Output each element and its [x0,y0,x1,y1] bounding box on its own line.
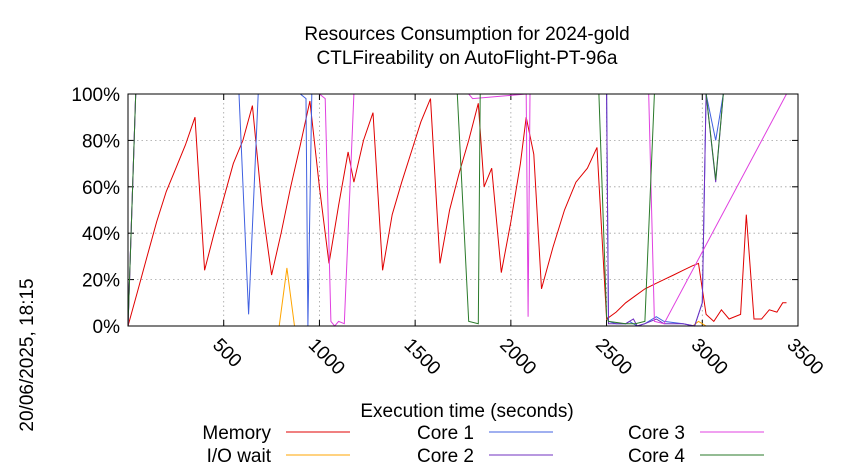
series-line-i-o-wait [128,267,787,327]
x-tick-label: 1500 [400,335,445,380]
y-tick-label: 0% [93,317,121,338]
y-tick-label: 100% [71,85,120,106]
series-line-core-2 [127,93,787,327]
x-tick-label: 1000 [304,335,349,380]
legend-label: Core 3 [628,423,685,444]
x-tick-label: 2500 [591,335,636,380]
grid [128,94,798,326]
legend-label: Core 2 [417,446,474,467]
y-tick-label: 80% [82,131,120,152]
legend-label: Memory [202,423,271,444]
series-line-core-1 [127,93,787,327]
x-tick-label: 3000 [687,335,732,380]
y-tick-label: 20% [82,271,120,292]
series-lines [127,93,787,327]
x-tick-label: 3500 [782,335,827,380]
y-axis: 0% 20% 40% 60% 80% 100% [71,85,798,338]
series-line-core-4 [127,93,787,327]
x-axis: 500 1000 1500 2000 2500 3000 3500 [208,94,827,379]
x-tick-label: 500 [208,335,245,372]
timestamp-label: 20/06/2025, 18:15 [17,278,38,431]
series-line-memory [127,98,787,327]
chart-title-line-1: Resources Consumption for 2024-gold [304,24,629,45]
legend-label: Core 4 [628,446,685,467]
y-tick-label: 60% [82,178,120,199]
y-tick-label: 40% [82,224,120,245]
x-axis-label: Execution time (seconds) [360,401,573,422]
legend-label: Core 1 [417,423,474,444]
series-line-core-3 [127,93,787,327]
plot-frame [127,93,799,327]
legend-label: I/O wait [207,446,272,467]
chart-title-line-2: CTLFireability on AutoFlight-PT-96a [317,48,618,69]
x-tick-label: 2000 [495,335,540,380]
